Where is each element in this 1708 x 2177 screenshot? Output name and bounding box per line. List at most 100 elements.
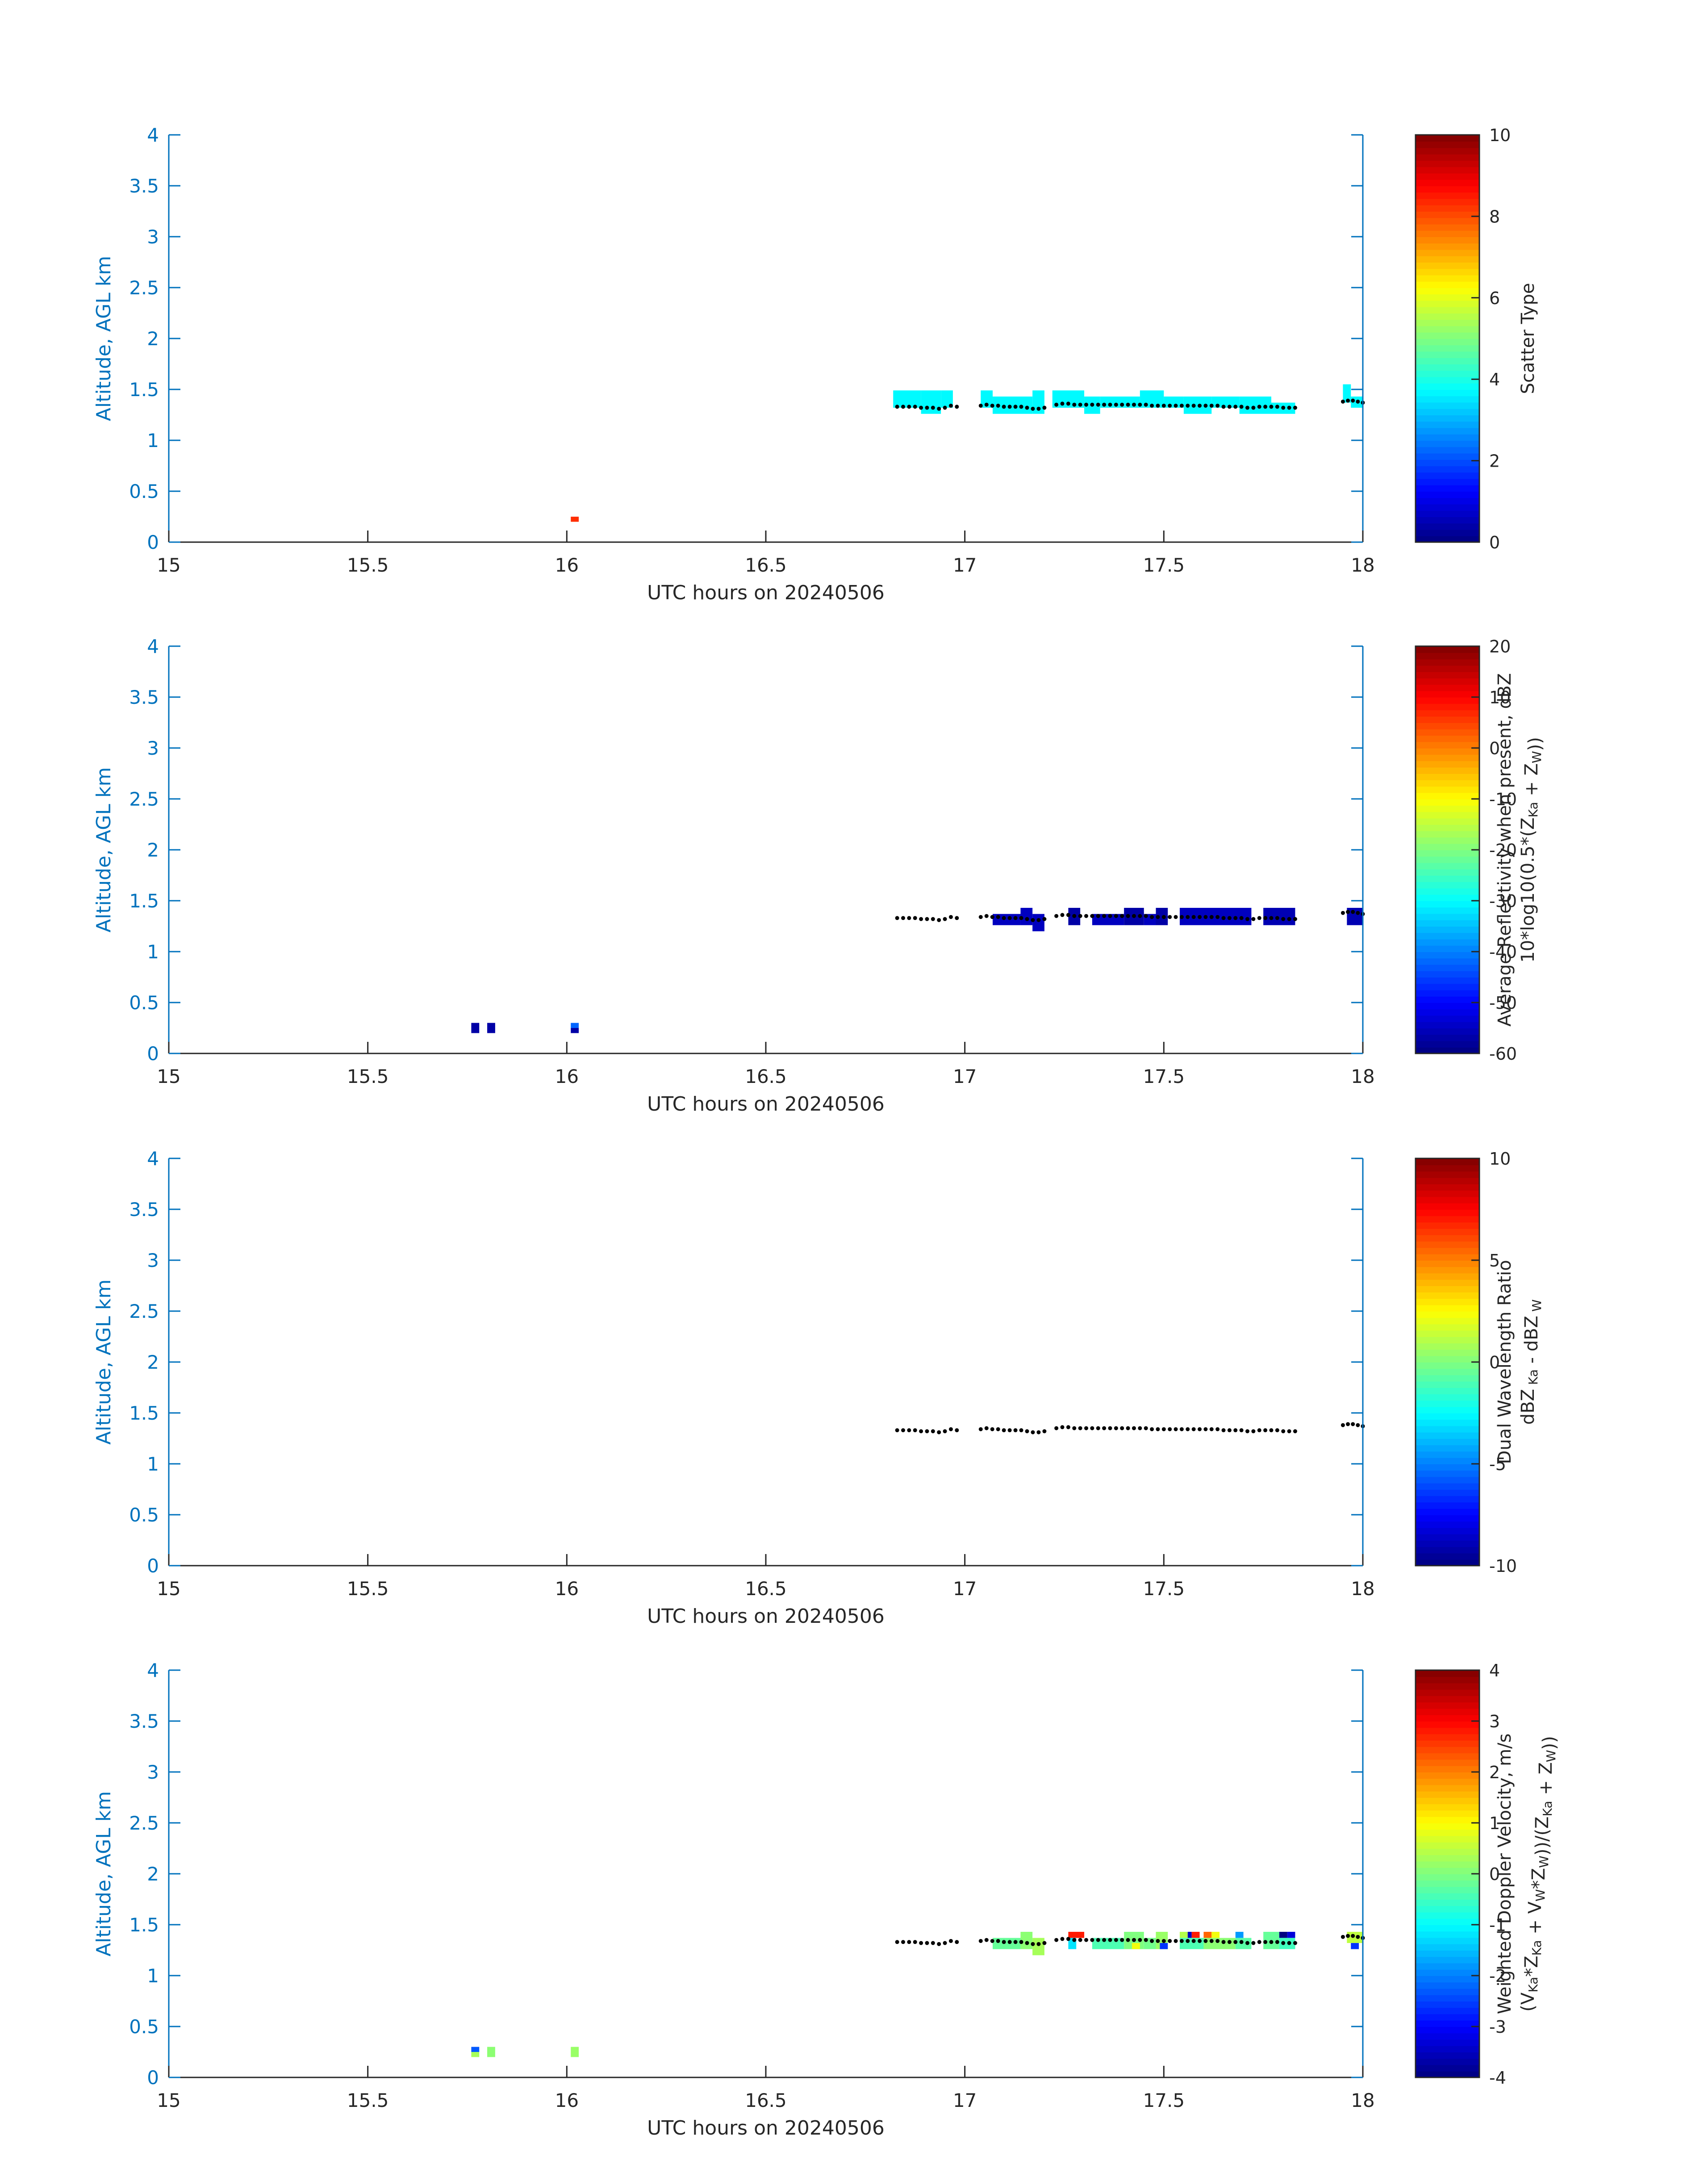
colorbar-band [1416,288,1479,295]
x-tick-label: 16.5 [745,2089,787,2111]
colorbar-band [1416,2071,1479,2078]
cloud-base-dot [1203,403,1208,408]
colorbar-band [1416,1216,1479,1223]
colorbar-band [1416,1816,1479,1823]
colorbar-band [1416,427,1479,435]
colorbar-band [1416,1931,1479,1938]
cloud-base-dot [1281,405,1286,410]
cloud-base-dot [955,916,959,920]
cloud-base-dot [1257,1940,1261,1944]
cloud-base-dot [1042,1429,1047,1433]
y-tick-label: 0.5 [129,1504,159,1526]
colorbar-band [1416,1279,1479,1286]
cloud-base-dot [1126,1938,1130,1942]
colorbar-label-subscript: Ka [1526,1369,1541,1389]
colorbar-band [1416,1867,1479,1874]
colorbar-band [1416,1445,1479,1452]
x-tick-label: 18 [1351,1578,1374,1600]
cloud-base-dot [913,1428,917,1433]
cloud-base-dot [1173,1427,1178,1431]
colorbar-band [1416,1047,1479,1054]
y-tick-label: 0 [147,1043,159,1065]
x-tick-label: 15.5 [347,554,389,576]
cloud-base-dot [1060,1937,1065,1941]
colorbar-band [1416,2039,1479,2046]
colorbar-band [1416,402,1479,409]
cloud-base-dot [1239,1428,1244,1433]
cloud-base-dot [1084,914,1089,918]
cloud-base-dot [1036,1942,1041,1946]
colorbar-band [1416,357,1479,364]
cloud-base-dot [1090,402,1094,407]
colorbar-label-text: - dBZ [1521,1316,1542,1369]
colorbar-band [1416,1406,1479,1413]
cloud-base-dot [895,1940,899,1944]
colorbar-label-line: 10*log10(0.5*(ZKa + ZW)) [1518,737,1545,962]
cloud-base-dot [943,1429,947,1433]
colorbar-band [1416,1228,1479,1235]
cloud-base-dot [1215,403,1220,408]
colorbar-band [1416,364,1479,371]
colorbar-label-subscript: Ka [1529,1940,1544,1956]
colorbar-band [1416,1963,1479,1970]
cloud-base-dot [1269,405,1274,409]
cloud-base-dot [919,1429,923,1433]
colorbar-tick-label: 6 [1489,288,1500,308]
chart-panel-1: 15 15.5 16 16.5 17 17.5 18 0 0.5 1 1.5 2 2.5 3 3.5 4 UTC… [92,124,1538,604]
cloud-base-dot [937,1430,941,1434]
cloud-base-dot [948,1939,953,1943]
colorbar-label-line: dBZ Ka - dBZ W [1518,1300,1544,1425]
cloud-base-dot [1078,914,1082,918]
colorbar-band [1416,186,1479,193]
colorbar-band [1416,205,1479,212]
cloud-base-dot [1245,1941,1250,1945]
cloud-base-dot [1215,915,1220,919]
cloud-base-dot [1168,403,1172,408]
colorbar-band [1416,652,1479,660]
colorbar-tick-label: 10 [1489,1149,1511,1169]
cloud-base-dot [1108,402,1112,407]
colorbar-band [1416,1515,1479,1522]
colorbar-band [1416,453,1479,460]
cloud-base-dot [1281,1429,1286,1433]
colorbar: 0 2 4 6 8 10 Scatter Type [1415,125,1538,552]
cloud-base-dot [1341,1935,1345,1939]
cloud-base-dot [937,1942,941,1946]
colorbar-band [1416,434,1479,441]
colorbar-band [1416,723,1479,730]
heatmap-cell [571,1028,579,1033]
colorbar-band [1416,1362,1479,1369]
cloud-base-dot [1036,406,1041,411]
colorbar-band [1416,780,1479,787]
colorbar-label-text: + Z [1521,763,1542,802]
y-tick-label: 4 [147,1148,159,1170]
heatmap-cell [1347,907,1363,925]
colorbar-band [1416,1028,1479,1035]
colorbar-band [1416,510,1479,517]
colorbar-band [1416,1254,1479,1261]
cloud-base-dot [1186,915,1190,919]
cloud-base-dot [1227,405,1232,409]
colorbar-band [1416,376,1479,384]
cloud-base-dot [1245,405,1250,410]
colorbar-band [1416,389,1479,397]
cloud-base-dot [1341,1423,1345,1427]
y-axis-label: Altitude, AGL km [92,767,115,932]
colorbar-label-subscript: W [1537,1855,1551,1868]
cloud-base-dot [1013,1940,1018,1944]
colorbar-band [1416,1286,1479,1293]
colorbar-band [1416,1969,1479,1976]
colorbar-tick-label: 2 [1489,451,1500,471]
cloud-base-dot [996,915,1000,919]
colorbar-band [1416,1400,1479,1407]
cloud-base-dot [1233,405,1238,409]
cloud-base-dot [984,914,989,918]
cloud-base-dot [1090,914,1094,918]
colorbar-band [1416,710,1479,717]
x-tick-label: 17.5 [1143,1066,1185,1087]
colorbar-band [1416,1324,1479,1331]
y-tick-label: 1 [147,1453,159,1475]
cloud-base-dot [1341,399,1345,404]
colorbar-band [1416,1337,1479,1344]
x-tick-label: 17.5 [1143,1578,1185,1600]
